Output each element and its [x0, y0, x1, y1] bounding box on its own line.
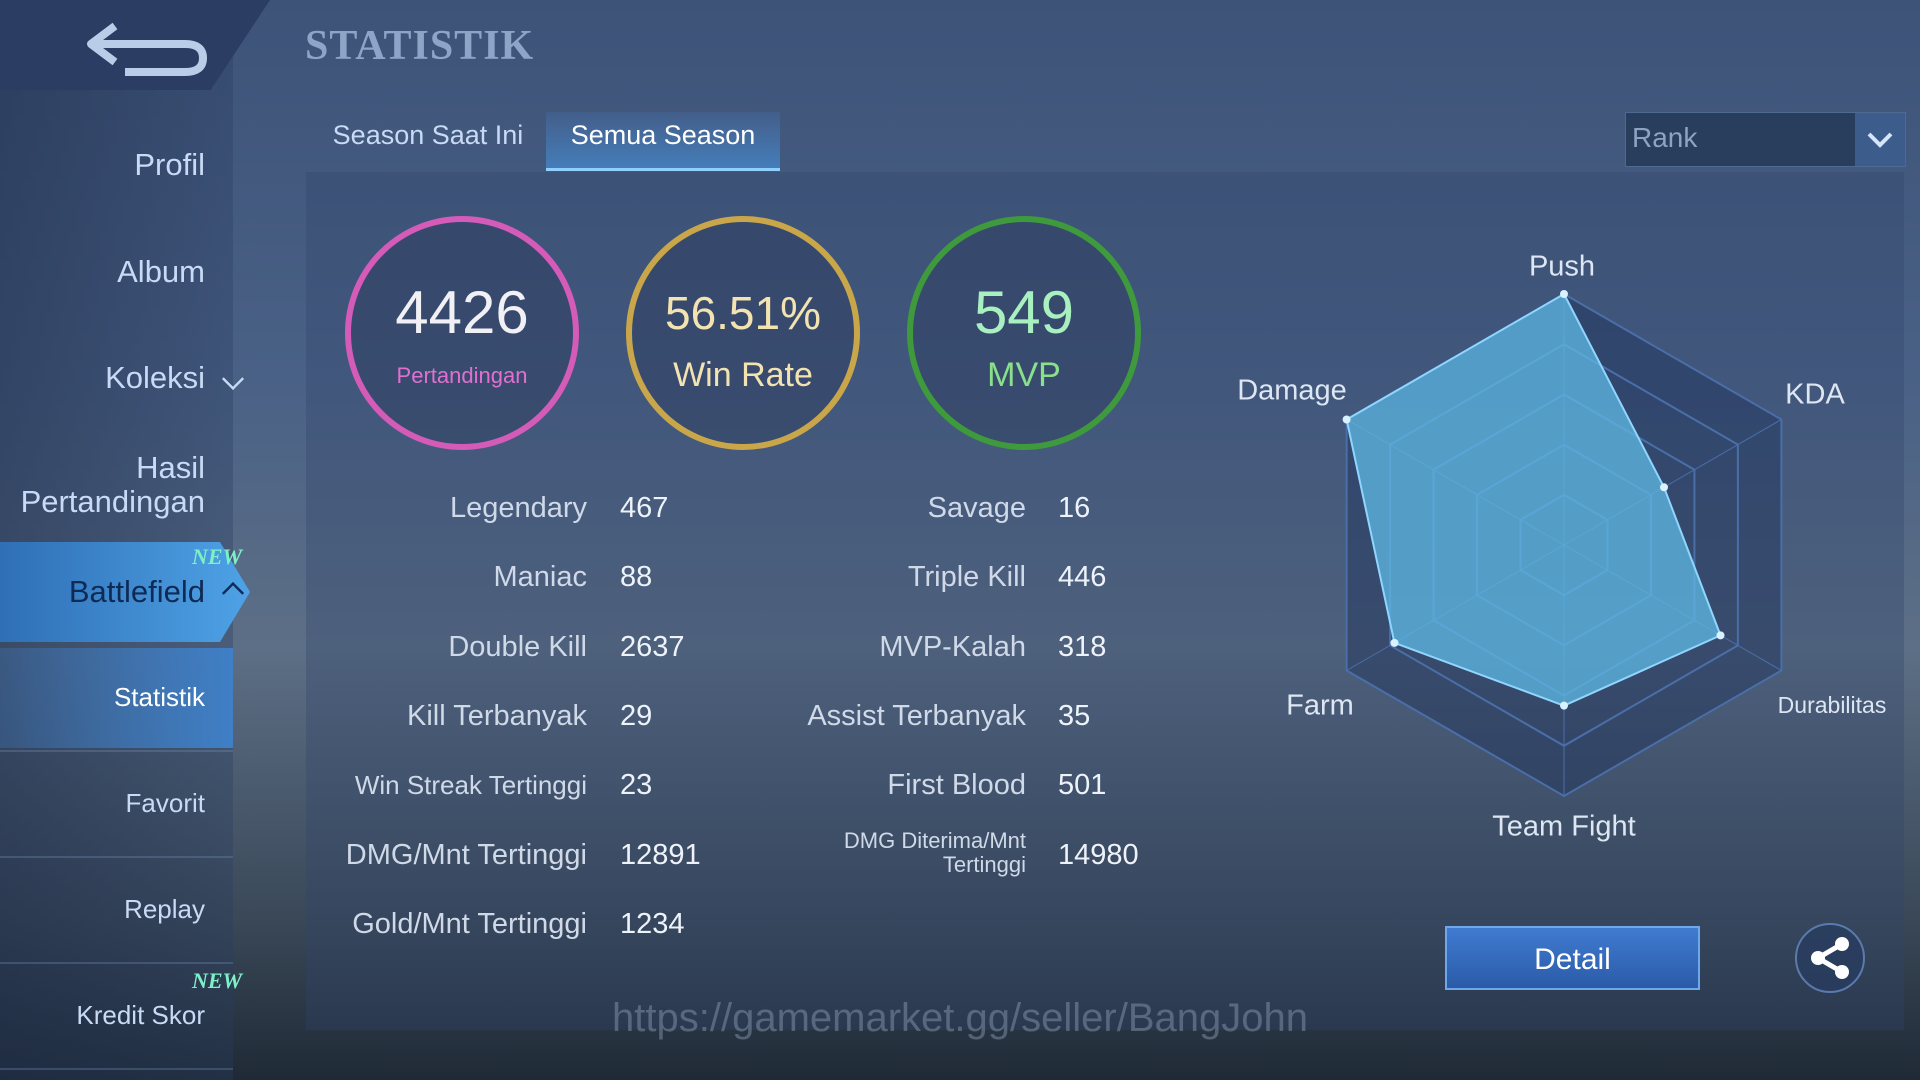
sidebar-item[interactable]: Statistik	[113, 682, 205, 713]
stat-value: 318	[1058, 630, 1107, 663]
stat-label: First Blood	[887, 769, 1026, 802]
stat-value: 501	[1058, 769, 1107, 802]
sidebar-item[interactable]: Battlefield	[68, 574, 205, 610]
radar-point	[1390, 638, 1399, 647]
sidebar-divider	[0, 1068, 233, 1070]
radar-point	[1342, 415, 1351, 424]
stat-label: Double Kill	[448, 630, 587, 663]
summary-label: Pertandingan	[397, 363, 528, 388]
chevron	[1867, 132, 1893, 148]
radar-axis-label: KDA	[1785, 379, 1845, 411]
sidebar-item[interactable]: Kredit Skor	[76, 1000, 205, 1031]
summary-ring	[907, 216, 1141, 450]
share-button[interactable]	[1795, 923, 1865, 993]
stat-label: Savage	[927, 492, 1026, 524]
stat-value: 467	[620, 492, 669, 524]
page-title: STATISTIK	[305, 23, 535, 69]
radar-axis-label: Durabilitas	[1778, 692, 1887, 718]
new-badge: NEW	[192, 544, 243, 569]
tab[interactable]: Season Saat Ini	[332, 120, 524, 150]
sidebar	[0, 0, 233, 1080]
summary-ring	[345, 216, 579, 450]
sidebar-divider	[0, 962, 233, 964]
radar-axis-label: Farm	[1286, 690, 1354, 722]
sidebar-item[interactable]: Favorit	[125, 788, 205, 819]
radar-point	[1659, 483, 1668, 492]
stat-label: Win Streak Tertinggi	[354, 770, 587, 801]
sidebar-item[interactable]: Profil	[134, 147, 205, 183]
summary-label: MVP	[987, 356, 1061, 394]
stat-value: 1234	[620, 907, 685, 940]
new-badge: NEW	[192, 968, 243, 993]
stat-value: 14980	[1058, 838, 1139, 871]
sidebar-item[interactable]: Replay	[124, 894, 205, 925]
tab-active-bg	[546, 112, 780, 171]
stat-label: MVP-Kalah	[879, 630, 1026, 663]
summary-value: 56.51%	[665, 287, 821, 339]
back-icon	[87, 22, 207, 76]
stat-label: Gold/Mnt Tertinggi	[352, 907, 587, 940]
stat-value: 29	[620, 699, 653, 732]
battlefield-highlight	[0, 542, 250, 642]
summary-value: 549	[974, 279, 1074, 346]
sidebar-item[interactable]: Album	[117, 254, 205, 290]
stat-label: DMG Diterima/Mnt Tertinggi	[843, 827, 1026, 877]
sidebar-item[interactable]: Koleksi	[105, 360, 205, 396]
stat-value: 16	[1058, 492, 1091, 524]
share-dot	[1811, 951, 1825, 965]
radar-point	[1560, 290, 1568, 298]
radar-point	[1560, 701, 1568, 710]
sidebar-item[interactable]: Hasil Pertandingan	[20, 450, 205, 519]
radar-axis-label: Team Fight	[1492, 811, 1635, 843]
share-dot	[1835, 965, 1849, 979]
share-circle	[1795, 923, 1865, 993]
stat-label: Legendary	[449, 492, 587, 524]
stat-label: Assist Terbanyak	[807, 699, 1026, 732]
share-dot	[1835, 937, 1849, 951]
sidebar-divider	[0, 856, 233, 858]
stat-label: Triple Kill	[907, 561, 1026, 594]
detail-button[interactable]: Detail	[1445, 926, 1700, 990]
radar-axis-label: Push	[1529, 251, 1595, 283]
stat-value: 2637	[620, 630, 685, 663]
stat-label: DMG/Mnt Tertinggi	[345, 838, 587, 871]
radar-point	[1716, 631, 1725, 640]
summary-value: 4426	[395, 279, 528, 346]
stat-value: 23	[620, 769, 653, 802]
summary-label: Win Rate	[673, 356, 813, 394]
watermark: https://gamemarket.gg/seller/BangJohn	[612, 996, 1308, 1040]
dropdown-label: Rank	[1632, 122, 1698, 153]
dropdown[interactable]	[1625, 112, 1906, 167]
stat-label: Kill Terbanyak	[406, 699, 587, 732]
summary-ring	[626, 216, 860, 450]
stat-label: Maniac	[493, 561, 588, 594]
tab[interactable]: Semua Season	[570, 120, 756, 150]
dropdown-arrow	[1855, 113, 1905, 166]
sidebar-divider	[0, 750, 233, 752]
stat-value: 446	[1058, 561, 1107, 594]
stat-value: 35	[1058, 699, 1091, 732]
stat-value: 88	[620, 561, 653, 594]
stat-value: 12891	[620, 838, 701, 871]
statistik-highlight	[0, 648, 233, 748]
radar-axis-label: Damage	[1237, 375, 1347, 407]
